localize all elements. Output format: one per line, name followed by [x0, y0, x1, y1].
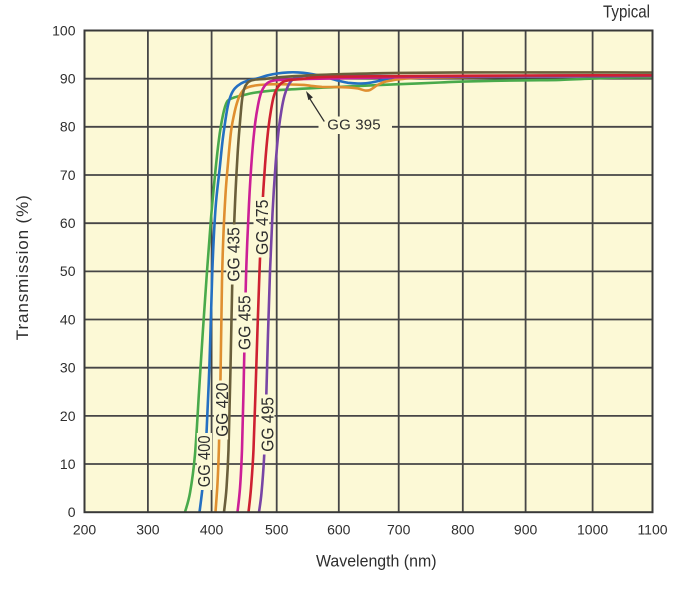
- svg-text:10: 10: [60, 456, 76, 472]
- svg-text:Wavelength (nm): Wavelength (nm): [316, 552, 437, 571]
- svg-text:GG 455: GG 455: [235, 295, 255, 350]
- svg-text:500: 500: [265, 521, 289, 537]
- svg-text:70: 70: [60, 167, 76, 183]
- svg-text:60: 60: [60, 215, 76, 231]
- svg-text:900: 900: [514, 521, 538, 537]
- svg-text:GG 475: GG 475: [252, 200, 272, 255]
- svg-text:80: 80: [60, 119, 76, 135]
- svg-text:GG 495: GG 495: [257, 397, 277, 452]
- svg-text:800: 800: [451, 521, 475, 537]
- svg-text:0: 0: [68, 504, 76, 520]
- svg-text:GG 395: GG 395: [327, 117, 380, 134]
- svg-text:40: 40: [60, 311, 76, 327]
- svg-text:GG 435: GG 435: [224, 227, 244, 282]
- svg-text:300: 300: [136, 521, 160, 537]
- svg-text:20: 20: [60, 408, 76, 424]
- svg-text:400: 400: [200, 521, 224, 537]
- svg-text:30: 30: [60, 360, 76, 376]
- svg-text:700: 700: [387, 521, 411, 537]
- svg-text:Typical: Typical: [603, 2, 650, 22]
- svg-text:600: 600: [327, 521, 351, 537]
- svg-text:GG 420: GG 420: [212, 382, 232, 436]
- svg-text:50: 50: [60, 263, 76, 279]
- svg-text:100: 100: [52, 22, 76, 38]
- svg-text:GG 400: GG 400: [194, 435, 214, 487]
- svg-text:Transmission (%): Transmission (%): [13, 195, 32, 340]
- svg-text:1100: 1100: [637, 521, 667, 537]
- svg-text:200: 200: [73, 521, 97, 537]
- svg-text:90: 90: [60, 71, 76, 87]
- svg-text:1000: 1000: [577, 521, 608, 537]
